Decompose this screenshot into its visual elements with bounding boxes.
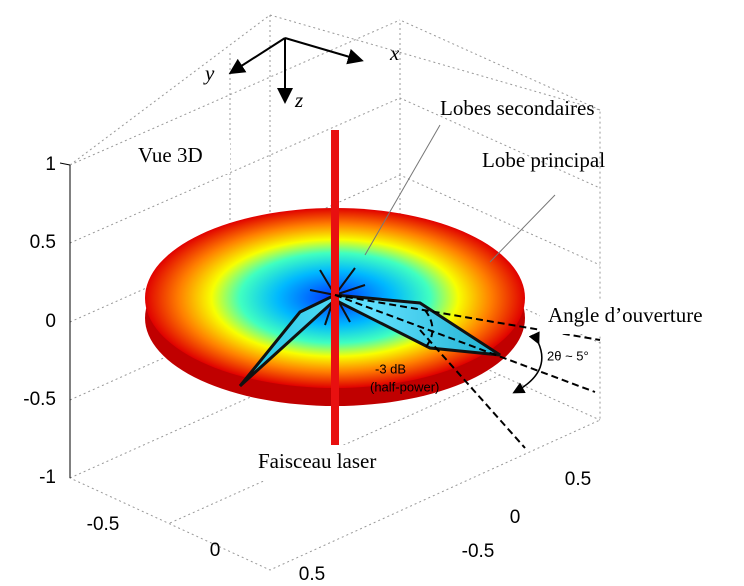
axis-triad [228, 37, 364, 104]
triad-x: x [389, 41, 400, 65]
angle-arc [512, 331, 543, 394]
z-tick-label: -0.5 [23, 389, 56, 410]
x-tick-label: 0 [210, 540, 221, 561]
x-tick-label: -0.5 [87, 514, 120, 535]
y-tick-label: 0 [510, 507, 521, 528]
z-tick-label: 0 [45, 311, 56, 332]
angle-label: 2θ ~ 5° [547, 348, 589, 363]
view-label: Vue 3D [138, 143, 203, 167]
z-tick-label: 0.5 [30, 232, 56, 253]
leader [364, 124, 441, 256]
z-tick-label: -1 [39, 467, 56, 488]
label-bg [540, 300, 744, 334]
main-lobe-label: Lobe principal [482, 148, 605, 172]
y-tick-label: -0.5 [462, 541, 495, 562]
half-power-label: (half-power) [370, 379, 439, 394]
x-tick-label: 0.5 [299, 564, 325, 585]
triad-z: z [294, 88, 303, 112]
beam-label: Faisceau laser [258, 449, 376, 473]
label-bg [250, 445, 422, 481]
half-power-label: -3 dB [375, 361, 406, 376]
leader [489, 194, 556, 263]
z-tick-label: 1 [45, 154, 56, 175]
side-lobes-label: Lobes secondaires [440, 96, 595, 120]
label-bg [130, 140, 230, 174]
y-tick-label: 0.5 [565, 469, 591, 490]
triad-y: y [203, 61, 215, 85]
aperture-label: Angle d’ouverture [548, 303, 703, 327]
